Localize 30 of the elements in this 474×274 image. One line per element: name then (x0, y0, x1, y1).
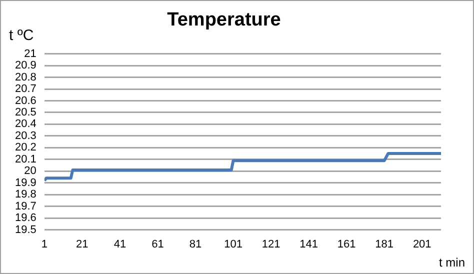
y-tick-label: 20.8 (14, 71, 36, 84)
x-tick-label: 141 (300, 238, 318, 250)
y-tick-label: 20.2 (14, 142, 36, 154)
y-tick-label: 19.6 (14, 212, 36, 224)
x-tick-label: 101 (224, 238, 242, 250)
x-tick-label: 121 (262, 238, 280, 250)
y-tick-label: 20.3 (14, 130, 36, 142)
y-tick-label: 20.6 (14, 94, 36, 107)
x-tick-label: 21 (76, 238, 88, 250)
y-tick-label: 20.9 (14, 60, 36, 72)
y-tick-label: 20.1 (14, 153, 36, 166)
y-tick-label: 20.7 (14, 83, 36, 96)
x-tick-label: 41 (114, 238, 126, 250)
y-tick-label: 19.8 (14, 188, 36, 201)
y-tick-label: 21 (24, 48, 36, 60)
y-tick-label: 20.5 (14, 106, 36, 118)
y-tick-label: 19.9 (14, 176, 36, 189)
y-axis-title: t ºC (9, 26, 34, 44)
y-tick-label: 19.5 (14, 224, 36, 236)
x-axis-title: t min (438, 255, 465, 270)
y-tick-label: 20.4 (14, 118, 36, 130)
y-tick-label: 19.7 (14, 200, 36, 212)
x-tick-label: 1 (41, 238, 48, 250)
y-tick-label: 20 (24, 165, 36, 178)
x-tick-label: 201 (412, 238, 432, 250)
x-tick-label: 161 (337, 238, 356, 250)
x-tick-label: 181 (375, 238, 394, 250)
x-tick-label: 61 (152, 238, 164, 250)
chart-title: Temperature (167, 10, 281, 31)
x-tick-label: 81 (189, 238, 202, 250)
